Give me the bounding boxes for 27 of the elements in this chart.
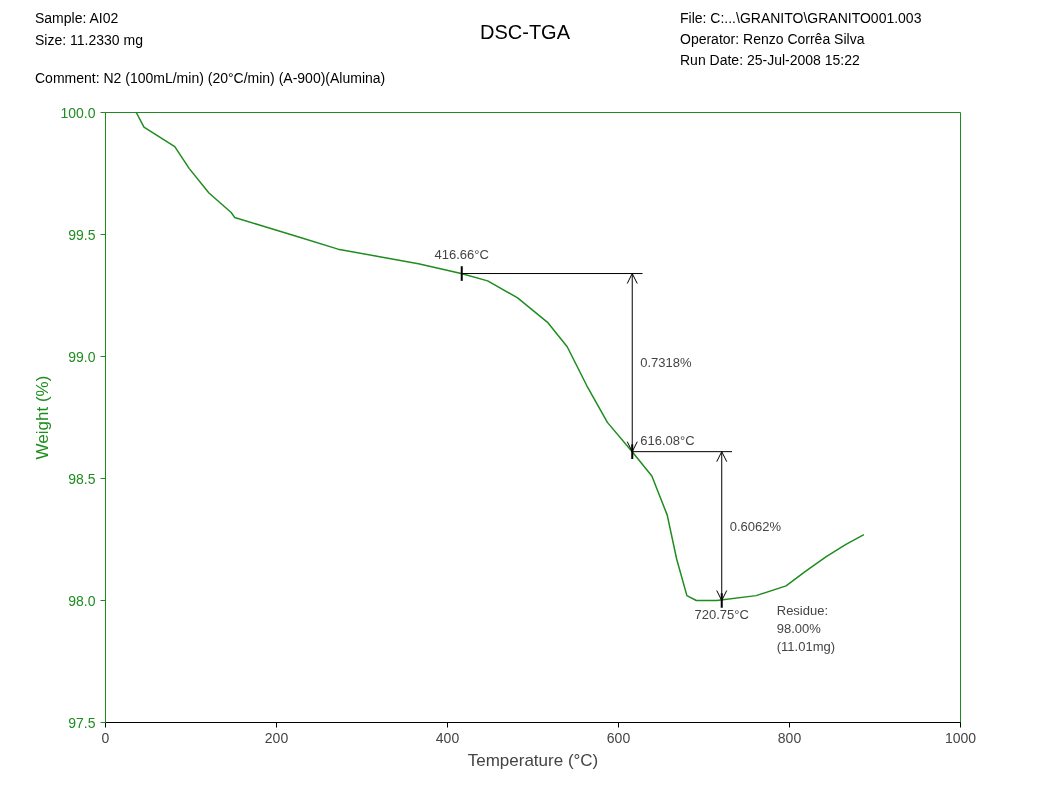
- y-tick-label: 99.5: [68, 226, 96, 243]
- y-axis-title: Weight (%): [33, 375, 53, 460]
- annotation: 616.08°C: [640, 432, 695, 448]
- text: Comment: N2 (100mL/min) (20°C/min) (A-900)(Alumina): [35, 69, 386, 88]
- x-tick-label: 800: [777, 729, 802, 746]
- text: Sample: AI02: [35, 9, 119, 28]
- y-tick-label: 97.5: [68, 714, 96, 731]
- x-tick-label: 0: [101, 729, 110, 746]
- x-tick-label: 1000: [944, 729, 977, 746]
- text: Operator: Renzo Corrêa Silva: [680, 30, 865, 49]
- annotation: 720.75°C: [694, 606, 749, 622]
- annotation: 0.6062%: [729, 518, 782, 534]
- annotation: Residue: 98.00% (11.01mg): [776, 602, 836, 654]
- text: File: C:...\GRANITO\GRANITO001.003: [680, 9, 922, 28]
- x-axis-title: Temperature (°C): [467, 750, 599, 770]
- annotation: 416.66°C: [434, 246, 489, 262]
- annotation: 0.7318%: [640, 355, 693, 371]
- chart-title: DSC-TGA: [480, 20, 570, 45]
- text: Size: 11.2330 mg: [35, 31, 143, 50]
- x-tick-label: 600: [606, 729, 631, 746]
- x-tick-label: 400: [435, 729, 460, 746]
- x-tick-label: 200: [264, 729, 289, 746]
- text: Run Date: 25-Jul-2008 15:22: [680, 51, 860, 70]
- y-tick-label: 98.0: [68, 592, 96, 609]
- y-tick-label: 99.0: [68, 348, 96, 365]
- y-tick-label: 100.0: [60, 104, 96, 121]
- y-tick-label: 98.5: [68, 470, 96, 487]
